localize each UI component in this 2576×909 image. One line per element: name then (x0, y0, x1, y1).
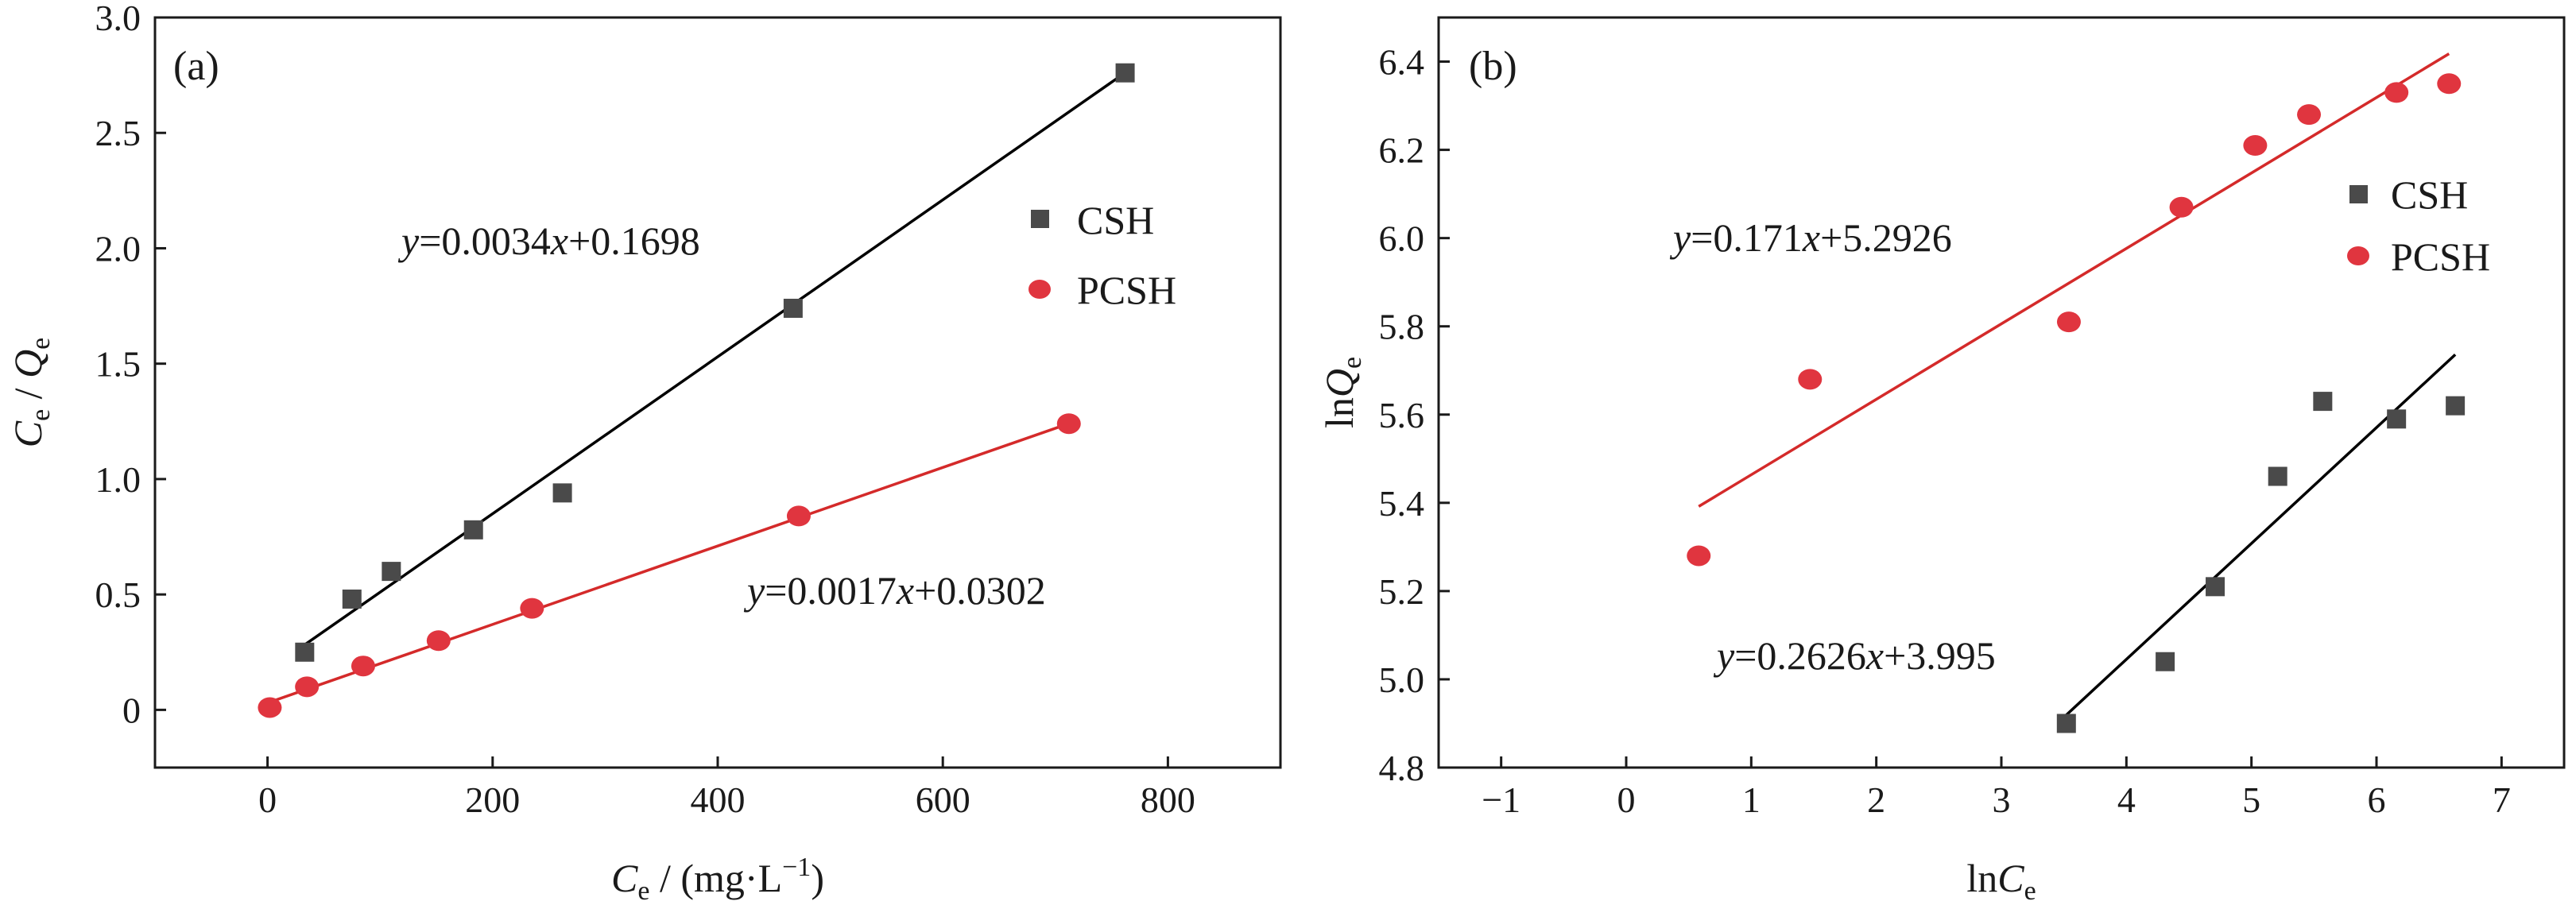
fit-line-pcsh-b (1698, 52, 2450, 508)
plot-frame-b (1437, 16, 2566, 769)
point-csh-a (463, 520, 483, 540)
legend-label-pcsh-a: PCSH (1077, 268, 1176, 312)
x-tick-label-b: 3 (1993, 779, 2011, 820)
point-csh-a (295, 642, 315, 662)
point-pcsh-a (351, 656, 375, 677)
x-tick-label-b: 0 (1617, 779, 1636, 820)
x-tick-label-b: 6 (2368, 779, 2386, 820)
x-axis-title-a: Ce / (mg·L−1) (611, 853, 824, 906)
point-csh-a (552, 483, 572, 503)
panel-a: 0 200 400 600 800 0 0.5 1.0 1.5 2.0 2.5 3.0 (a) y=0… (6, 0, 1282, 906)
x-tick-label-a: 600 (916, 779, 970, 820)
panel-label-a: (a) (173, 44, 219, 89)
equation-pcsh-a: y=0.0017x+0.0302 (743, 568, 1046, 613)
legend-b: CSH PCSH (2347, 172, 2490, 279)
x-tick-label-a: 200 (465, 779, 520, 820)
y-tick-label-a: 2.5 (95, 113, 141, 153)
x-tick-label-b: 2 (1867, 779, 1885, 820)
y-tick-label-a: 0 (122, 690, 141, 730)
fit-line-pcsh-a (269, 422, 1070, 704)
y-tick-label-a: 1.0 (95, 459, 141, 500)
plot-area-b: −1 0 1 2 3 4 5 6 7 4.8 5.0 5.2 5.4 5.6 5.8 6.0 6.2 6.4 (1379, 42, 2511, 820)
legend-label-csh-a: CSH (1077, 198, 1154, 242)
legend-label-csh-b: CSH (2391, 172, 2468, 217)
point-pcsh-a (1056, 413, 1081, 435)
y-tick-label-a: 1.5 (95, 344, 141, 385)
legend-marker-csh-b (2349, 185, 2368, 203)
plot-frame-a (153, 16, 1282, 769)
x-tick-label-b: 1 (1742, 779, 1761, 820)
point-pcsh-a (786, 505, 811, 527)
y-tick-label-a: 0.5 (95, 574, 141, 615)
y-tick-label-b: 5.0 (1379, 660, 1425, 700)
y-tick-label-b: 5.4 (1379, 483, 1425, 524)
point-csh-b (2056, 714, 2076, 733)
fit-line-csh-a (304, 72, 1126, 646)
point-csh-b (2446, 396, 2466, 416)
y-tick-label-a: 2.0 (95, 228, 141, 269)
point-pcsh-b (1687, 545, 1711, 567)
x-tick-label-a: 800 (1141, 779, 1195, 820)
x-axis-title-b: lnCe (1966, 856, 2036, 906)
y-tick-label-b: 5.6 (1379, 395, 1425, 435)
x-tick-label-b: 4 (2117, 779, 2136, 820)
y-tick-label-b: 5.2 (1379, 571, 1425, 612)
legend-marker-csh-a (1031, 210, 1049, 228)
x-tick-label-b: −1 (1482, 779, 1520, 820)
equation-csh-b: y=0.2626x+3.995 (1713, 633, 1996, 678)
point-csh-a (342, 589, 362, 609)
equation-csh-a: y=0.0034x+0.1698 (397, 219, 700, 263)
x-tick-label-a: 400 (691, 779, 746, 820)
plot-area-a: 0 200 400 600 800 0 0.5 1.0 1.5 2.0 2.5 3.0 (95, 0, 1195, 820)
point-pcsh-b (2437, 73, 2462, 95)
y-axis-title-a: Ce / Qe (6, 338, 56, 448)
point-pcsh-b (2243, 135, 2268, 157)
point-csh-b (2156, 652, 2175, 671)
point-csh-a (382, 562, 401, 582)
point-pcsh-b (2169, 196, 2194, 218)
point-csh-a (1115, 63, 1135, 83)
legend-marker-pcsh-b (2347, 246, 2369, 265)
equation-pcsh-b: y=0.171x+5.2926 (1669, 215, 1952, 260)
panel-b: −1 0 1 2 3 4 5 6 7 4.8 5.0 5.2 5.4 5.6 5.8 6.0 6.2 6.4 (b… (1317, 16, 2566, 906)
y-tick-label-b: 5.8 (1379, 307, 1425, 347)
y-tick-label-b: 6.0 (1379, 219, 1425, 259)
point-csh-a (783, 298, 803, 318)
point-pcsh-a (520, 598, 544, 619)
y-axis-title-b: lnQe (1317, 357, 1367, 428)
legend-label-pcsh-b: PCSH (2391, 234, 2490, 279)
point-pcsh-a (426, 630, 451, 652)
x-tick-label-a: 0 (258, 779, 277, 820)
point-csh-b (2387, 409, 2407, 429)
point-pcsh-b (2056, 311, 2081, 333)
panel-label-b: (b) (1469, 44, 1517, 89)
y-tick-label-b: 6.2 (1379, 130, 1425, 171)
legend-a: CSH PCSH (1028, 198, 1176, 312)
x-tick-label-b: 5 (2242, 779, 2260, 820)
point-pcsh-a (295, 676, 320, 698)
point-pcsh-b (2384, 82, 2409, 103)
point-csh-b (2206, 577, 2225, 597)
y-tick-label-b: 6.4 (1379, 42, 1425, 83)
fit-line-csh-b (2065, 353, 2457, 717)
point-pcsh-b (2297, 104, 2322, 126)
y-tick-label-b: 4.8 (1379, 748, 1425, 788)
point-csh-b (2313, 392, 2333, 412)
legend-marker-pcsh-a (1028, 280, 1051, 299)
point-csh-b (2268, 466, 2287, 486)
point-pcsh-b (1798, 369, 1823, 390)
x-tick-label-b: 7 (2493, 779, 2511, 820)
y-tick-label-a: 3.0 (95, 0, 141, 38)
point-pcsh-a (258, 697, 282, 718)
